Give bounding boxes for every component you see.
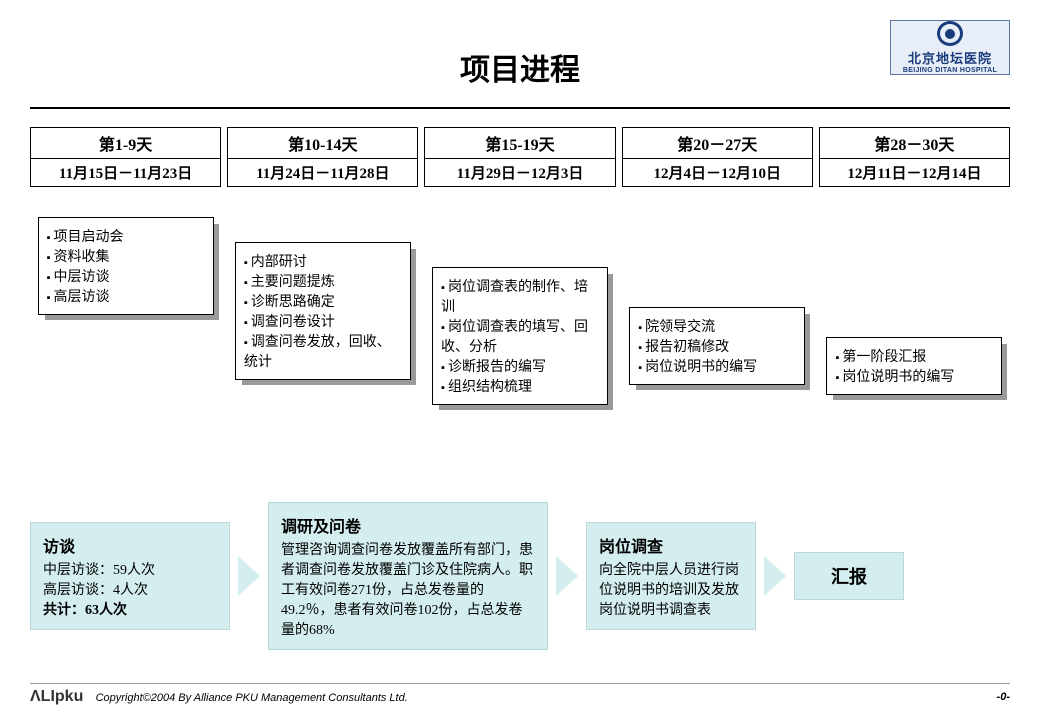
summary-interview-l3: 共计：63人次: [43, 599, 217, 619]
timeline-header: 第1-9天11月15日－11月23日第10-14天11月24日－11月28日第1…: [30, 127, 1010, 187]
task-item: 岗位调查表的制作、培训: [441, 276, 599, 316]
task-item: 诊断思路确定: [244, 291, 402, 311]
task-item: 调查问卷发放，回收、统计: [244, 331, 402, 371]
task-item: 组织结构梳理: [441, 376, 599, 396]
summary-survey-body: 管理咨询调查问卷发放覆盖所有部门，患者调查问卷发放覆盖门诊及住院病人。职工有效问…: [281, 539, 535, 639]
date-range: 12月11日－12月14日: [819, 158, 1010, 187]
timeline-col: 第28－30天12月11日－12月14日: [819, 127, 1010, 187]
day-range: 第15-19天: [424, 127, 615, 159]
title-underline: [30, 107, 1010, 109]
logo-eye-icon: [937, 21, 963, 46]
date-range: 11月24日－11月28日: [227, 158, 418, 187]
arrow-icon: [764, 556, 786, 596]
footer-page: -0-: [997, 691, 1010, 703]
summary-position-hd: 岗位调查: [599, 533, 743, 557]
summary-interview-hd: 访谈: [43, 533, 217, 557]
task-item: 内部研讨: [244, 251, 402, 271]
task-col: 院领导交流报告初稿修改岗位说明书的编写: [622, 217, 813, 385]
logo-en: BEIJING DITAN HOSPITAL: [903, 67, 997, 74]
timeline-col: 第15-19天11月29日－12月3日: [424, 127, 615, 187]
task-item: 诊断报告的编写: [441, 356, 599, 376]
task-item: 中层访谈: [47, 266, 205, 286]
date-range: 11月29日－12月3日: [424, 158, 615, 187]
task-box: 内部研讨主要问题提炼诊断思路确定调查问卷设计调查问卷发放，回收、统计: [235, 242, 411, 380]
day-range: 第20－27天: [622, 127, 813, 159]
task-item: 调查问卷设计: [244, 311, 402, 331]
summary-report: 汇报: [794, 552, 904, 600]
timeline-col: 第1-9天11月15日－11月23日: [30, 127, 221, 187]
task-col: 项目启动会资料收集中层访谈高层访谈: [30, 217, 221, 315]
summary-survey: 调研及问卷 管理咨询调查问卷发放覆盖所有部门，患者调查问卷发放覆盖门诊及住院病人…: [268, 502, 548, 650]
task-item: 报告初稿修改: [638, 336, 796, 356]
arrow-icon: [556, 556, 578, 596]
logo-cn: 北京地坛医院: [908, 48, 992, 67]
task-box: 院领导交流报告初稿修改岗位说明书的编写: [629, 307, 805, 385]
task-box: 第一阶段汇报岗位说明书的编写: [826, 337, 1002, 395]
footer-copyright: Copyright©2004 By Alliance PKU Managemen…: [96, 692, 408, 704]
task-item: 项目启动会: [47, 226, 205, 246]
summary-interview-l1: 中层访谈：59人次: [43, 559, 217, 579]
task-item: 资料收集: [47, 246, 205, 266]
footer-brand: ΛLIpku: [30, 688, 83, 705]
summary-position: 岗位调查 向全院中层人员进行岗位说明书的培训及发放岗位说明书调查表: [586, 522, 756, 630]
task-row: 项目启动会资料收集中层访谈高层访谈内部研讨主要问题提炼诊断思路确定调查问卷设计调…: [30, 217, 1010, 405]
date-range: 12月4日－12月10日: [622, 158, 813, 187]
footer: ΛLIpku Copyright©2004 By Alliance PKU Ma…: [30, 683, 1010, 706]
task-item: 岗位说明书的编写: [835, 366, 993, 386]
date-range: 11月15日－11月23日: [30, 158, 221, 187]
task-col: 内部研讨主要问题提炼诊断思路确定调查问卷设计调查问卷发放，回收、统计: [227, 217, 418, 380]
task-item: 岗位调查表的填写、回收、分析: [441, 316, 599, 356]
task-item: 高层访谈: [47, 286, 205, 306]
hospital-logo: 北京地坛医院 BEIJING DITAN HOSPITAL: [890, 20, 1010, 75]
task-box: 岗位调查表的制作、培训岗位调查表的填写、回收、分析诊断报告的编写组织结构梳理: [432, 267, 608, 405]
page-title: 项目进程: [30, 45, 1010, 89]
task-box: 项目启动会资料收集中层访谈高层访谈: [38, 217, 214, 315]
summary-survey-hd: 调研及问卷: [281, 513, 535, 537]
summary-interview-l2: 高层访谈：4人次: [43, 579, 217, 599]
summary-row: 访谈 中层访谈：59人次 高层访谈：4人次 共计：63人次 调研及问卷 管理咨询…: [30, 502, 1010, 650]
timeline-col: 第10-14天11月24日－11月28日: [227, 127, 418, 187]
summary-interview: 访谈 中层访谈：59人次 高层访谈：4人次 共计：63人次: [30, 522, 230, 630]
day-range: 第1-9天: [30, 127, 221, 159]
timeline-col: 第20－27天12月4日－12月10日: [622, 127, 813, 187]
day-range: 第10-14天: [227, 127, 418, 159]
day-range: 第28－30天: [819, 127, 1010, 159]
task-item: 岗位说明书的编写: [638, 356, 796, 376]
task-item: 主要问题提炼: [244, 271, 402, 291]
summary-position-body: 向全院中层人员进行岗位说明书的培训及发放岗位说明书调查表: [599, 559, 743, 619]
arrow-icon: [238, 556, 260, 596]
task-col: 第一阶段汇报岗位说明书的编写: [819, 217, 1010, 395]
task-col: 岗位调查表的制作、培训岗位调查表的填写、回收、分析诊断报告的编写组织结构梳理: [424, 217, 615, 405]
task-item: 第一阶段汇报: [835, 346, 993, 366]
task-item: 院领导交流: [638, 316, 796, 336]
